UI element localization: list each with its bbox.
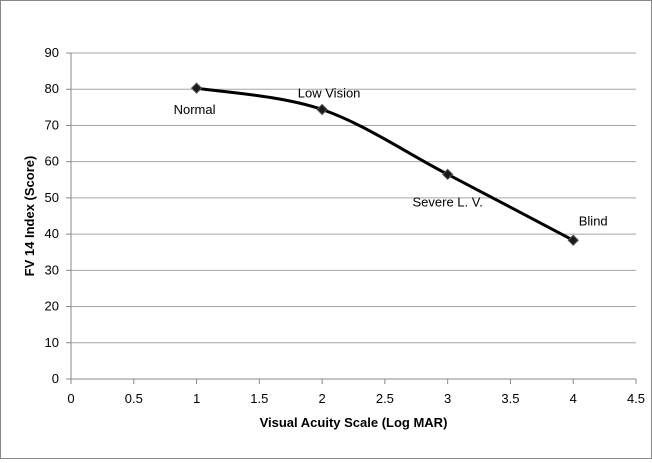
gridlines	[71, 52, 636, 344]
y-tick-label-8: 80	[45, 81, 59, 96]
y-tick-label-7: 70	[45, 117, 59, 132]
y-tick-label-1: 10	[45, 335, 59, 350]
y-tick-label-5: 50	[45, 190, 59, 205]
x-tick-label-4: 2	[318, 391, 325, 406]
y-tick-label-6: 60	[45, 154, 59, 169]
x-tick-label-7: 3.5	[501, 391, 519, 406]
x-tick-label-6: 3	[444, 391, 451, 406]
x-axis-title: Visual Acuity Scale (Log MAR)	[260, 415, 448, 430]
y-tick-label-4: 40	[45, 226, 59, 241]
series-line	[195, 86, 575, 242]
point-labels: Normal Low Vision Severe L. V. Blind	[174, 86, 608, 229]
x-tick-label-0: 0	[67, 391, 74, 406]
point-label-3: Blind	[579, 213, 608, 228]
x-tick-label-5: 2.5	[376, 391, 394, 406]
y-tick-label-2: 20	[45, 299, 59, 314]
data-point-3	[567, 234, 579, 246]
x-tick-label-2: 1	[193, 391, 200, 406]
x-tick-label-9: 4.5	[627, 391, 645, 406]
x-tick-label-1: 0.5	[125, 391, 143, 406]
tick-labels: 0 10 20 30 40 50 60 70 80 90 0 0.5 1 1.5 2 2.5 3 3.5 4 4.5	[45, 45, 646, 406]
point-label-0: Normal	[174, 102, 216, 117]
point-label-2: Severe L. V.	[412, 194, 482, 209]
x-tick-label-3: 1.5	[250, 391, 268, 406]
point-label-1: Low Vision	[298, 86, 361, 101]
series	[190, 82, 579, 246]
x-tick-label-8: 4	[570, 391, 577, 406]
data-point-1	[316, 103, 328, 116]
y-axis-title: FV 14 Index (Score)	[22, 156, 37, 277]
data-point-0	[190, 82, 203, 94]
y-tick-label-0: 0	[52, 371, 59, 386]
y-tick-label-3: 30	[45, 262, 59, 277]
axes	[66, 52, 637, 384]
y-tick-label-9: 90	[45, 45, 59, 60]
data-point-2	[441, 168, 454, 181]
